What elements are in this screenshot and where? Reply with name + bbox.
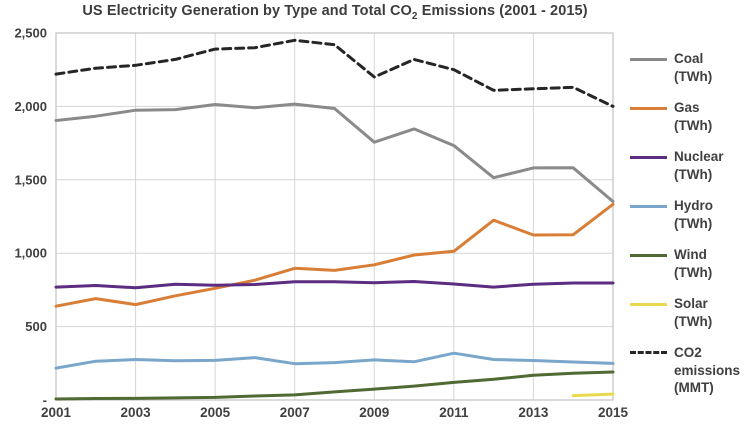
legend-label-nuclear: Nuclear (TWh)	[674, 148, 724, 183]
y-tick-label: 2,500	[14, 26, 47, 41]
y-tick-label: 1,500	[14, 172, 47, 187]
legend-item-nuclear: Nuclear (TWh)	[630, 148, 724, 183]
x-tick-label: 2001	[41, 405, 72, 420]
legend-label-line: (TWh)	[674, 166, 713, 182]
legend-label-co2-emissions: CO2 emissions (MMT)	[674, 344, 740, 397]
legend-item-solar: Solar (TWh)	[630, 295, 712, 330]
y-tick-label: -	[43, 393, 47, 408]
legend-label-line: emissions	[674, 362, 741, 378]
legend-label-line: CO2	[674, 345, 702, 360]
page-title-subscript: 2	[411, 10, 418, 22]
series-line-coal	[54, 102, 615, 203]
plot-border	[55, 32, 614, 401]
x-tick-label: 2005	[200, 405, 231, 420]
legend-label-line: (TWh)	[674, 117, 713, 133]
legend-swatch-wind	[630, 254, 667, 257]
legend-swatch-coal	[630, 58, 667, 61]
y-tick-label: 500	[25, 319, 47, 334]
legend-item-gas: Gas (TWh)	[630, 99, 712, 134]
legend-label-solar: Solar (TWh)	[674, 295, 712, 330]
legend-item-wind: Wind (TWh)	[630, 246, 712, 281]
legend-label-wind: Wind (TWh)	[674, 246, 712, 281]
x-tick-label: 2011	[439, 405, 469, 420]
page-title: US Electricity Generation by Type and To…	[10, 3, 660, 22]
x-tick-label: 2009	[359, 405, 389, 420]
legend-label-line: (TWh)	[674, 264, 713, 280]
legend: Coal (TWh) Gas (TWh) Nuclear (TWh) Hydro (TWh) W…	[630, 0, 754, 427]
legend-swatch-nuclear	[630, 156, 667, 159]
legend-swatch-gas	[630, 107, 667, 110]
y-tick-label: 1,000	[14, 246, 47, 261]
legend-swatch-solar	[630, 303, 667, 306]
legend-label-coal: Coal (TWh)	[674, 50, 712, 85]
legend-item-hydro: Hydro (TWh)	[630, 197, 713, 232]
series-line-co2-emissions	[54, 38, 615, 108]
legend-label-line: Solar	[674, 296, 708, 311]
legend-label-hydro: Hydro (TWh)	[674, 197, 713, 232]
legend-label-line: Gas	[674, 100, 700, 115]
legend-swatch-co2-emissions	[630, 351, 667, 354]
series-line-nuclear	[54, 280, 615, 290]
x-tick-label: 2013	[518, 405, 549, 420]
series-line-solar	[571, 392, 615, 398]
legend-label-line: Nuclear	[674, 149, 724, 164]
legend-swatch-hydro	[630, 205, 667, 208]
series-line-hydro	[54, 351, 615, 370]
legend-item-co2-emissions: CO2 emissions (MMT)	[630, 344, 740, 397]
legend-label-line: (MMT)	[674, 380, 714, 396]
x-tick-label: 2003	[121, 405, 152, 420]
legend-label-line: Coal	[674, 51, 704, 66]
series-line-wind	[54, 370, 615, 401]
legend-label-gas: Gas (TWh)	[674, 99, 712, 134]
legend-item-coal: Coal (TWh)	[630, 50, 712, 85]
legend-label-line: Wind	[674, 247, 707, 262]
legend-label-line: Hydro	[674, 198, 714, 213]
x-tick-label: 2007	[280, 405, 310, 420]
y-tick-label: 2,000	[14, 99, 47, 114]
legend-label-line: (TWh)	[674, 215, 713, 231]
page-title-text: US Electricity Generation by Type and To…	[82, 3, 412, 19]
legend-label-line: (TWh)	[674, 68, 713, 84]
x-tick-label: 2015	[598, 405, 629, 420]
series-line-gas	[54, 202, 615, 308]
legend-label-line: (TWh)	[674, 313, 713, 329]
page-title-suffix: Emissions (2001 - 2015)	[417, 3, 588, 19]
